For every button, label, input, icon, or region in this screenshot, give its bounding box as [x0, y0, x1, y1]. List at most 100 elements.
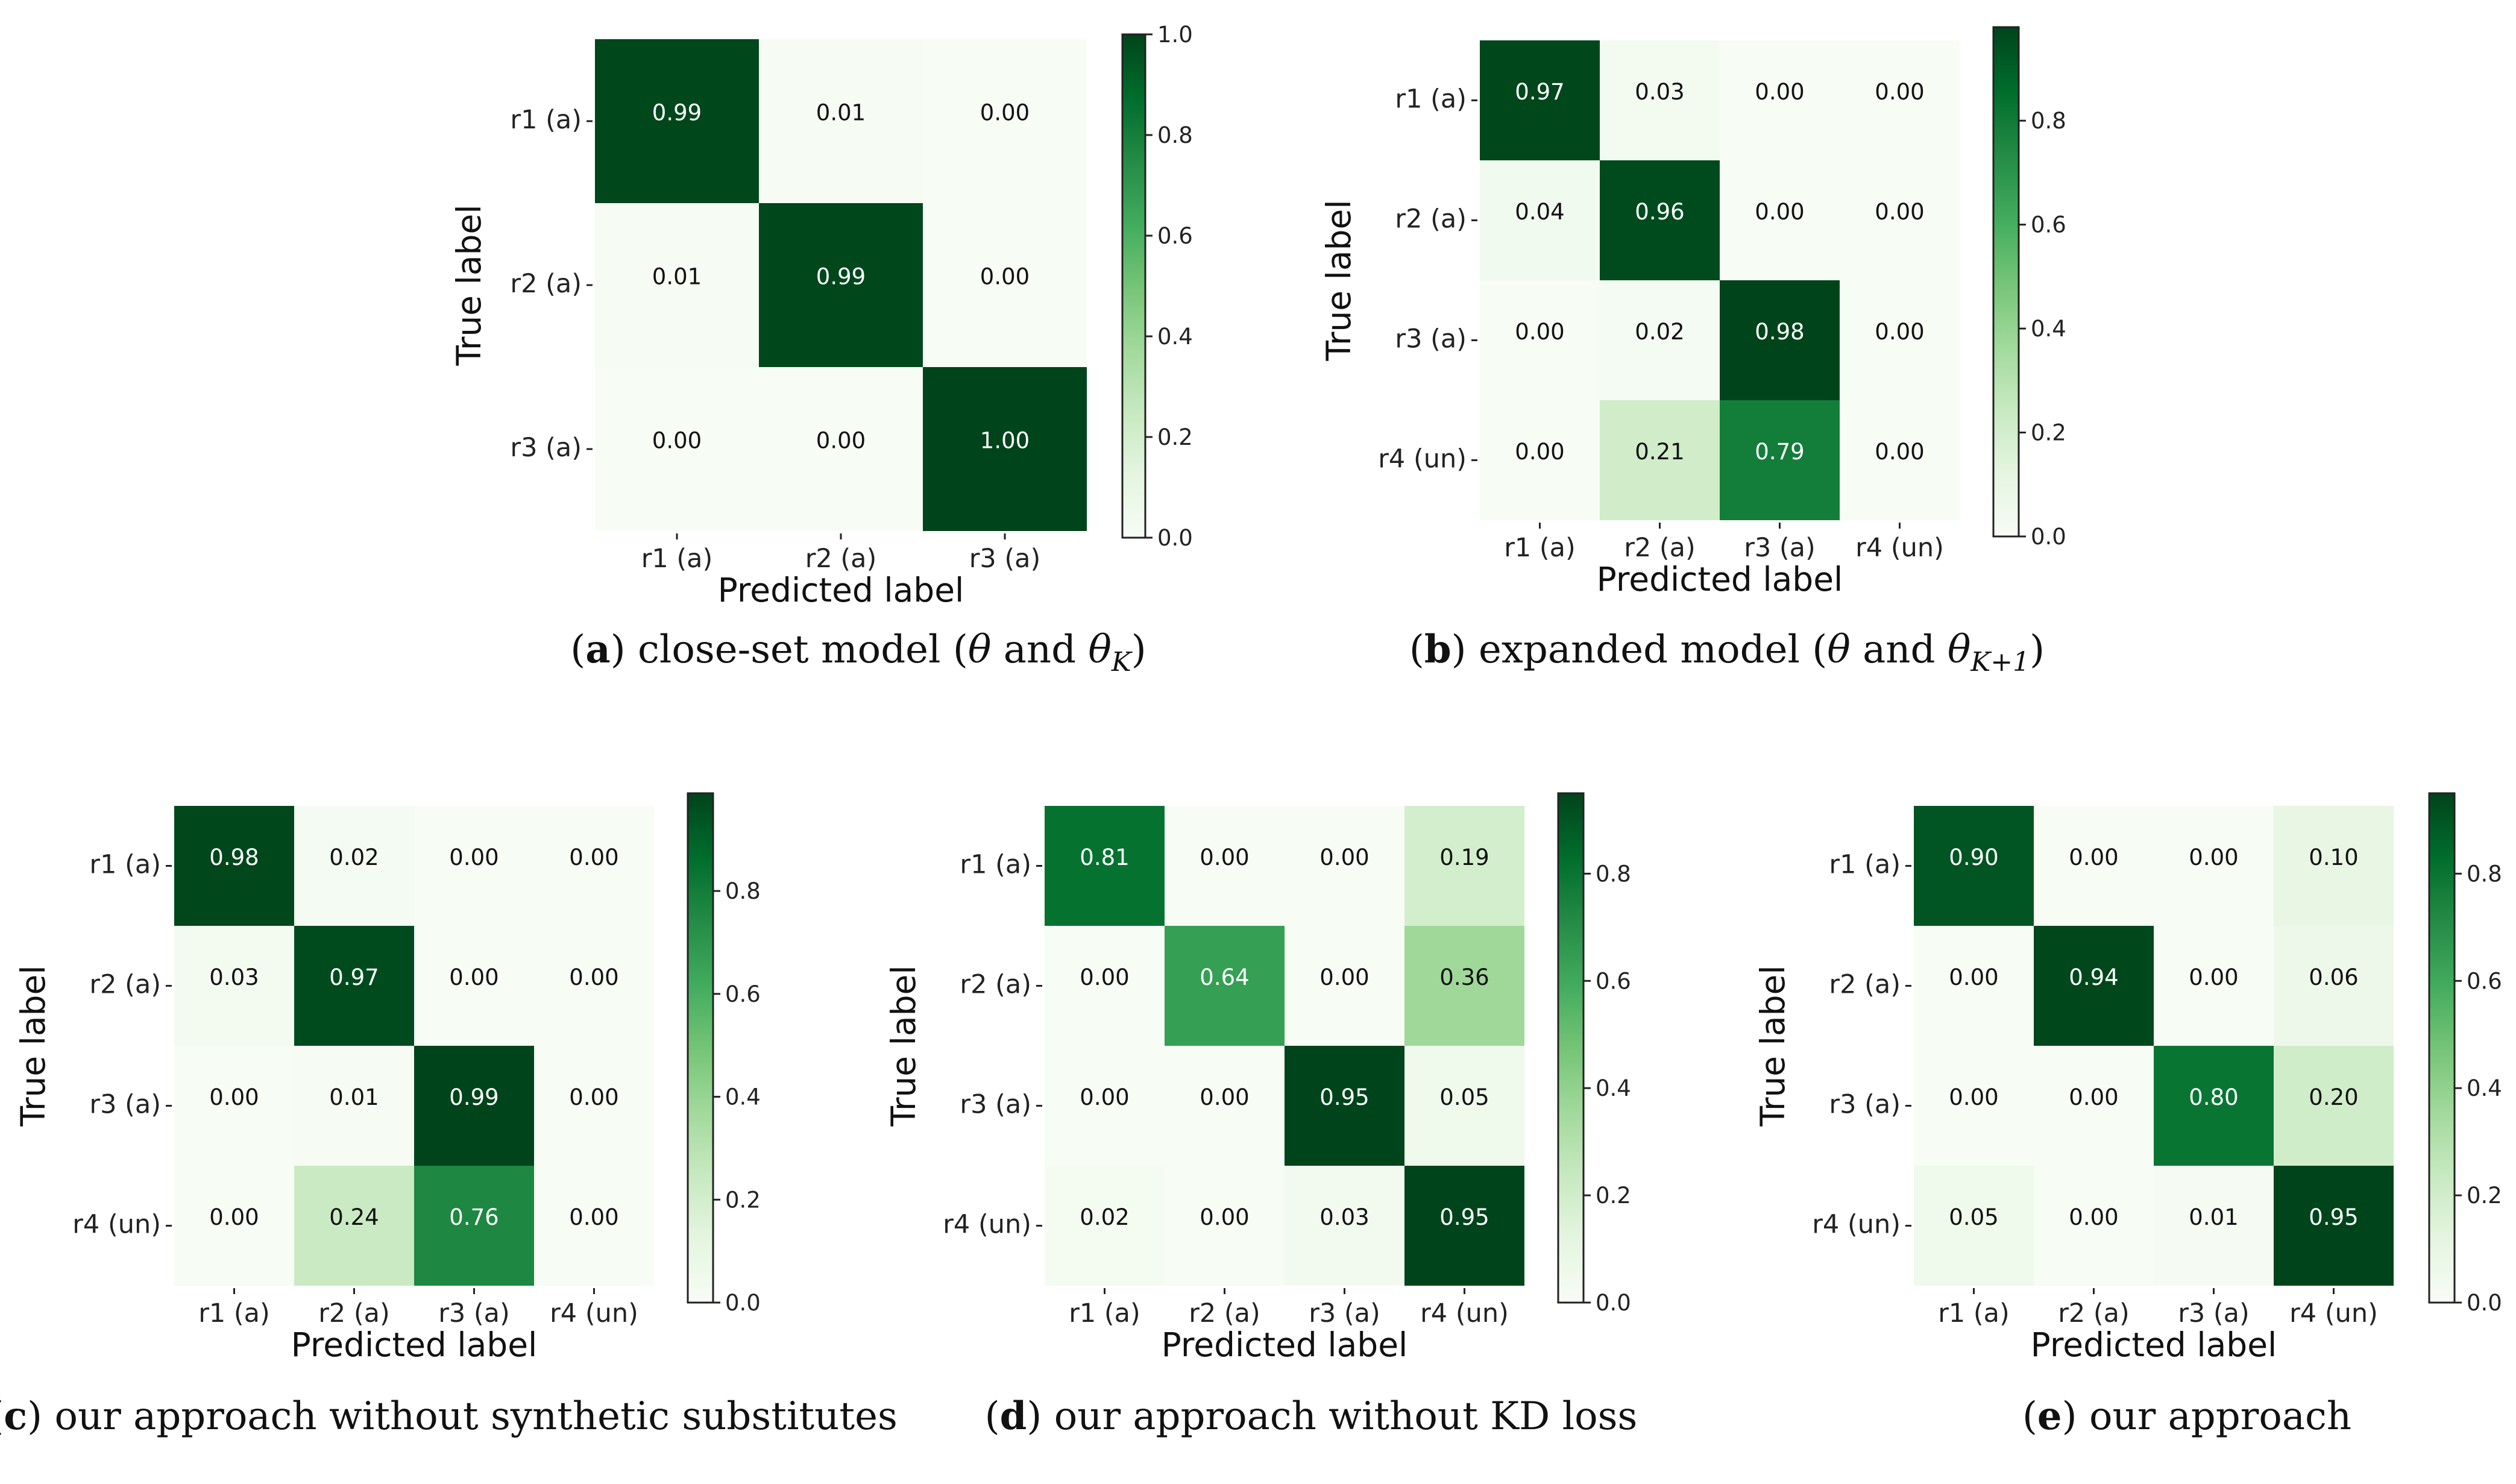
panel-b-cell-label-r4-c1: 0.00: [1515, 439, 1564, 465]
panel-c-cell-r4-c2: [294, 1166, 414, 1286]
panel-d-cell-r3-c4: [1404, 1046, 1524, 1166]
panel-b-cell-r3-c3: [1720, 280, 1840, 400]
panel-e-cell-label-r1-c3: 0.00: [2189, 844, 2238, 870]
panel-b-cell-r4-c3: [1720, 400, 1840, 520]
panel-b-caption-part-4: θ: [1947, 627, 1971, 672]
panel-d-cell-label-r4-c2: 0.00: [1200, 1204, 1249, 1230]
panel-a-cell-label-r2-c1: 0.01: [652, 264, 702, 290]
panel-d-cell-label-r2-c3: 0.00: [1319, 964, 1369, 990]
panel-d-cell-r4-c2: [1165, 1166, 1285, 1286]
panel-a-colorbar-tick-5: 0.8: [1157, 122, 1193, 148]
panel-b-cell-r3-c2: [1600, 280, 1720, 400]
panel-d-caption-text: our approach without KD loss: [1054, 1394, 1638, 1439]
panel-c-cell-r4-c4: [534, 1166, 654, 1286]
panel-e-xtick-1: r1 (a): [1938, 1298, 2010, 1328]
panel-c-cell-label-r2-c3: 0.00: [449, 964, 498, 990]
panel-e-cell-r1-c2: [2034, 806, 2154, 926]
panel-a-xtick-1: r1 (a): [641, 544, 713, 574]
panel-b-ytick-3: r3 (a): [1395, 324, 1467, 354]
panel-a-xlabel: Predicted label: [718, 571, 964, 609]
panel-a-cell-r1-c1: [595, 39, 759, 203]
panel-b-cell-r4-c1: [1480, 400, 1600, 520]
panel-c: 0.98 0.02 0.00 0.00 0.03 0.97 0.00 0.00 0.00 0.01…: [14, 792, 761, 1364]
panel-d-ytick-4: r4 (un): [943, 1210, 1031, 1240]
panel-e-cell-label-r4-c2: 0.00: [2069, 1204, 2118, 1230]
panel-d-colorbar-tick-1: 0.0: [1596, 1290, 1631, 1316]
panel-b-cell-r2-c2: [1600, 160, 1720, 280]
panel-c-cell-label-r1-c4: 0.00: [569, 844, 618, 870]
panel-d-colorbar: [1557, 792, 1585, 1304]
panel-b-cell-r3-c1: [1480, 280, 1600, 400]
panel-a-colorbar-tick-1: 0.0: [1157, 525, 1193, 551]
panel-e-cell-label-r4-c1: 0.05: [1949, 1204, 1998, 1230]
panel-e-caption-letter: e: [2037, 1394, 2062, 1439]
panel-d-cell-label-r4-c3: 0.03: [1319, 1204, 1369, 1230]
panel-b-xtick-3: r3 (a): [1744, 533, 1816, 563]
panel-e-ytick-1: r1 (a): [1829, 850, 1901, 880]
panel-a-cell-label-r1-c2: 0.01: [816, 100, 866, 126]
panel-d-cell-r2-c2: [1165, 926, 1285, 1046]
panel-b-cell-label-r3-c2: 0.02: [1635, 319, 1684, 345]
panel-a-ytick-1: r1 (a): [510, 105, 582, 135]
panel-a-cell-label-r1-c3: 0.00: [980, 100, 1030, 126]
panel-c-cell-r3-c3: [414, 1046, 534, 1166]
panel-a-caption-part-5: K: [1111, 646, 1131, 678]
panel-a-xtick-3: r3 (a): [969, 544, 1041, 574]
panel-e-cell-label-r4-c3: 0.01: [2189, 1204, 2238, 1230]
panel-e-cell-label-r4-c4: 0.95: [2309, 1204, 2358, 1230]
panel-c-colorbar-tick-2: 0.2: [725, 1187, 761, 1213]
panel-e-cell-r2-c2: [2034, 926, 2154, 1046]
panel-b-cell-r1-c3: [1720, 40, 1840, 160]
panel-e-cell-r4-c1: [1914, 1166, 2034, 1286]
panel-b-caption-part-2: θ: [1827, 627, 1851, 672]
panel-e-ytick-4: r4 (un): [1812, 1210, 1901, 1240]
panel-c-cell-r2-c4: [534, 926, 654, 1046]
panel-e-colorbar-tick-4: 0.6: [2467, 968, 2502, 994]
panel-c-cell-label-r3-c2: 0.01: [329, 1084, 379, 1110]
panel-b-xtick-1: r1 (a): [1504, 533, 1576, 563]
panel-c-cell-r2-c3: [414, 926, 534, 1046]
panel-e-cell-label-r3-c4: 0.20: [2309, 1084, 2358, 1110]
panel-e-cell-r3-c1: [1914, 1046, 2034, 1166]
panel-c-cell-r3-c4: [534, 1046, 654, 1166]
panel-b-colorbar-tick-2: 0.2: [2031, 420, 2066, 446]
panel-e-cell-r2-c3: [2154, 926, 2274, 1046]
panel-c-cell-r4-c1: [174, 1166, 294, 1286]
panel-e-ytick-3: r3 (a): [1829, 1090, 1901, 1120]
panel-b-cell-label-r4-c4: 0.00: [1875, 439, 1924, 465]
panel-a-cell-label-r3-c3: 1.00: [980, 428, 1030, 454]
panel-a-caption-part-1: close-set model (: [638, 627, 968, 672]
panel-d-ytick-1: r1 (a): [960, 850, 1031, 880]
panel-b-cell-label-r2-c3: 0.00: [1755, 199, 1804, 225]
panel-d-cell-label-r1-c3: 0.00: [1319, 844, 1369, 870]
panel-b-colorbar-tick-1: 0.0: [2031, 524, 2066, 550]
panel-c-xtick-4: r4 (un): [550, 1298, 638, 1328]
panel-b-cell-label-r2-c4: 0.00: [1875, 199, 1924, 225]
panel-a-cell-r1-c3: [923, 39, 1087, 203]
panel-d-xtick-1: r1 (a): [1069, 1298, 1140, 1328]
panel-e-cell-r1-c3: [2154, 806, 2274, 926]
panel-c-ytick-1: r1 (a): [89, 850, 161, 880]
panel-c-ytick-4: r4 (un): [72, 1210, 161, 1240]
panel-d-caption: (d) our approach without KD loss: [984, 1394, 1638, 1439]
panel-d-cell-label-r4-c1: 0.02: [1080, 1204, 1129, 1230]
panel-c-cell-label-r2-c2: 0.97: [329, 964, 379, 990]
panel-c-cell-label-r1-c1: 0.98: [209, 844, 259, 870]
panel-b-cell-label-r1-c2: 0.03: [1635, 79, 1684, 105]
panel-c-cell-r1-c4: [534, 806, 654, 926]
panel-c-colorbar-tick-4: 0.6: [725, 981, 761, 1007]
panel-b-ylabel: True label: [1319, 200, 1358, 361]
panel-b-caption-part-1: expanded model (: [1478, 627, 1828, 672]
panel-d-cell-label-r1-c1: 0.81: [1080, 844, 1129, 870]
panel-c-cell-r2-c2: [294, 926, 414, 1046]
panel-e-cell-r2-c4: [2274, 926, 2394, 1046]
panel-e-cell-label-r1-c4: 0.10: [2309, 844, 2358, 870]
panel-d-xlabel: Predicted label: [1162, 1325, 1408, 1364]
panel-d: 0.81 0.00 0.00 0.190.00 0.64 0.00 0.360.00 0.00…: [884, 792, 1631, 1364]
panel-a-ytick-2: r2 (a): [510, 269, 582, 299]
panel-a-cell-label-r2-c3: 0.00: [980, 264, 1030, 290]
panel-c-cell-r1-c1: [174, 806, 294, 926]
panel-b-cell-label-r4-c2: 0.21: [1635, 439, 1684, 465]
panel-d-cell-r2-c1: [1045, 926, 1165, 1046]
